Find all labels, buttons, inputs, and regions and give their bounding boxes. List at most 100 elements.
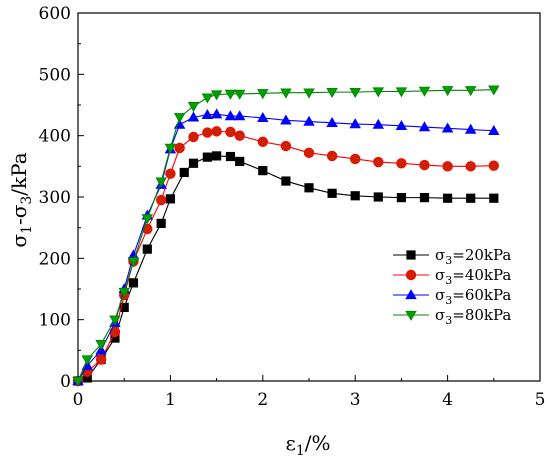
legend-item-2: σ3=60kPa xyxy=(393,286,511,307)
data-point xyxy=(419,159,430,171)
data-point xyxy=(418,121,431,132)
legend-marker xyxy=(405,269,417,281)
data-point xyxy=(489,193,499,203)
data-point xyxy=(156,218,166,228)
data-point xyxy=(201,93,214,104)
data-point xyxy=(109,315,121,326)
data-point xyxy=(396,158,407,169)
data-point xyxy=(257,112,269,123)
data-point xyxy=(464,123,477,134)
data-point xyxy=(224,110,237,121)
data-point xyxy=(257,89,269,100)
legend-label: σ3=20kPa xyxy=(435,246,511,267)
data-point xyxy=(258,166,268,176)
data-point xyxy=(225,151,236,162)
data-point xyxy=(395,120,408,131)
data-point xyxy=(119,302,129,313)
x-tick-label: 1 xyxy=(165,390,176,410)
data-point xyxy=(466,193,476,203)
data-point xyxy=(303,115,315,126)
series-line xyxy=(77,89,494,382)
data-point xyxy=(174,142,185,154)
data-point xyxy=(202,152,212,162)
data-point xyxy=(372,118,385,129)
data-point xyxy=(72,376,84,387)
data-point xyxy=(350,191,360,201)
legend-label: σ3=40kPa xyxy=(435,266,511,287)
legend-label: σ3=60kPa xyxy=(435,286,511,307)
data-point xyxy=(233,110,246,121)
series-line xyxy=(77,113,494,382)
y-tick-label: 400 xyxy=(39,127,71,147)
data-point xyxy=(127,257,140,268)
data-point xyxy=(488,85,500,96)
data-point xyxy=(396,193,407,203)
data-point xyxy=(179,167,189,178)
data-point xyxy=(349,87,361,98)
data-point xyxy=(304,183,314,193)
data-point xyxy=(442,193,453,203)
data-point xyxy=(488,124,500,135)
data-point xyxy=(465,161,476,172)
data-point xyxy=(441,86,454,97)
data-point xyxy=(155,177,167,188)
data-point xyxy=(327,188,337,198)
y-tick-label: 200 xyxy=(39,249,71,269)
data-point xyxy=(164,143,177,154)
x-tick-label: 4 xyxy=(442,390,453,410)
series-3 xyxy=(72,85,500,387)
legend-label: σ3=80kPa xyxy=(435,306,511,327)
y-axis-title: σ1-σ3/kPa xyxy=(7,152,35,247)
legend-marker xyxy=(406,250,416,260)
data-point xyxy=(373,156,384,168)
data-point xyxy=(142,244,152,254)
data-point xyxy=(95,354,107,365)
data-point xyxy=(257,136,269,148)
data-point xyxy=(188,131,199,143)
data-point xyxy=(395,87,408,98)
legend-marker xyxy=(405,289,417,300)
data-point xyxy=(173,113,186,124)
data-point xyxy=(81,355,93,366)
data-point xyxy=(419,193,430,203)
x-tick-label: 2 xyxy=(257,390,268,410)
data-point xyxy=(235,156,245,167)
data-point xyxy=(326,150,338,162)
data-point xyxy=(225,126,236,138)
data-point xyxy=(188,158,199,168)
data-point xyxy=(202,127,213,138)
data-point xyxy=(280,88,292,99)
data-point xyxy=(442,161,453,172)
series-line xyxy=(77,130,494,382)
data-point xyxy=(349,118,361,129)
data-point xyxy=(210,90,223,101)
data-point xyxy=(233,89,246,100)
data-point xyxy=(234,130,245,141)
y-tick-label: 100 xyxy=(39,311,71,331)
data-point xyxy=(281,176,291,186)
legend-marker xyxy=(405,310,417,321)
data-point xyxy=(464,86,477,97)
data-point xyxy=(211,151,222,161)
data-point xyxy=(326,87,338,98)
data-point xyxy=(441,122,454,133)
data-point xyxy=(280,114,292,125)
data-point xyxy=(326,116,338,127)
data-point xyxy=(165,168,176,179)
legend-item-1: σ3=40kPa xyxy=(393,266,511,287)
data-point xyxy=(303,147,315,159)
series-layer xyxy=(72,85,500,387)
x-tick-label: 0 xyxy=(73,390,84,410)
data-point xyxy=(303,88,315,99)
series-line xyxy=(77,155,494,382)
legend-item-0: σ3=20kPa xyxy=(393,246,511,267)
data-point xyxy=(95,340,107,351)
y-tick-label: 500 xyxy=(39,65,71,85)
data-point xyxy=(210,108,223,119)
data-point xyxy=(155,194,167,206)
data-point xyxy=(187,111,200,122)
data-point xyxy=(211,126,222,137)
data-point xyxy=(187,102,200,113)
data-point xyxy=(141,214,154,225)
